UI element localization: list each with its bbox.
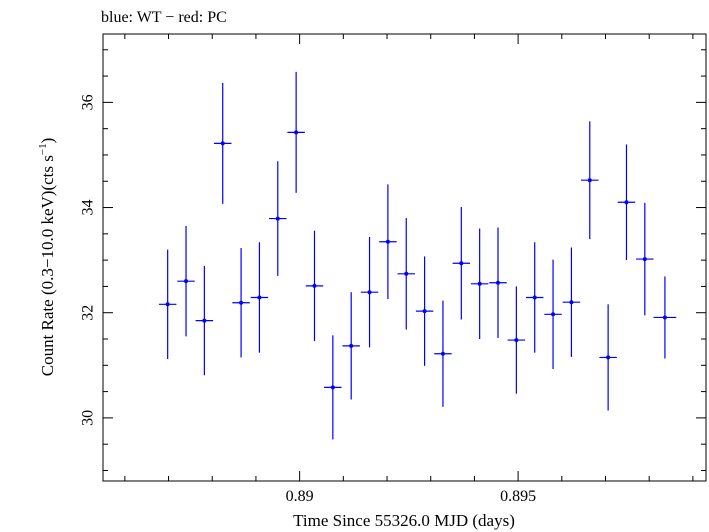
plot-frame [102,33,707,482]
data-point [470,228,489,340]
y-axis-label: Count Rate (0.3−10.0 keV)(cts s−1) [37,138,57,377]
point-marker [330,385,335,390]
data-point [342,292,360,400]
point-marker [184,279,189,284]
data-point [250,242,269,353]
y-axis-label-exponent: −1 [37,143,49,155]
data-point [324,335,342,440]
data-point [562,247,581,357]
point-marker [239,300,244,305]
point-marker [532,295,537,300]
axis-tick-labels: 0.89 0.895 30 32 34 36 [80,94,537,505]
point-marker [496,280,501,285]
point-marker [202,318,207,323]
data-point [544,259,562,369]
data-point [177,225,195,337]
point-marker [624,200,629,205]
point-marker [587,178,592,183]
data-point [397,218,415,330]
point-marker [569,300,574,305]
y-tick-label: 36 [80,94,97,110]
data-point [507,286,526,394]
y-axis-label-main: Count Rate (0.3−10.0 keV)(cts s [38,155,57,376]
axis-ticks [103,34,706,481]
data-point [287,71,305,193]
data-point [379,184,397,300]
x-axis-label: Time Since 55326.0 MJD (days) [293,511,515,530]
y-tick-label: 34 [80,200,97,216]
data-point [232,248,250,358]
point-marker [385,239,390,244]
point-marker [606,355,611,360]
point-marker [367,290,372,295]
point-marker [440,351,445,356]
y-tick-label: 30 [80,410,97,426]
point-marker [404,271,409,276]
point-marker [459,261,464,266]
point-marker [165,302,170,307]
point-marker [312,283,317,288]
data-point [305,230,324,342]
data-point [581,121,599,240]
point-marker [257,295,262,300]
data-point [195,265,214,376]
point-marker [294,130,299,135]
data-point [489,227,507,338]
point-marker [662,315,667,320]
data-point [636,202,654,316]
point-marker [477,281,482,286]
point-marker [422,309,427,314]
point-marker [275,216,280,221]
chart-title: blue: WT − red: PC [101,9,227,26]
data-points [158,71,677,440]
point-marker [220,141,225,146]
data-point [525,242,544,353]
data-point [653,276,677,359]
data-point [269,161,287,276]
point-marker [642,257,647,262]
x-tick-label: 0.895 [500,488,536,505]
x-tick-label: 0.89 [286,488,314,505]
data-point [599,304,617,411]
data-point [415,256,434,366]
data-point [452,207,471,320]
point-marker [349,343,354,348]
point-marker [551,312,556,317]
data-point [617,144,636,261]
point-marker [514,338,519,343]
y-axis-label-end: ) [38,138,57,144]
y-tick-label: 32 [80,305,97,321]
data-point [434,300,452,407]
data-point [360,236,379,348]
data-point [158,249,177,359]
data-point [213,82,232,204]
